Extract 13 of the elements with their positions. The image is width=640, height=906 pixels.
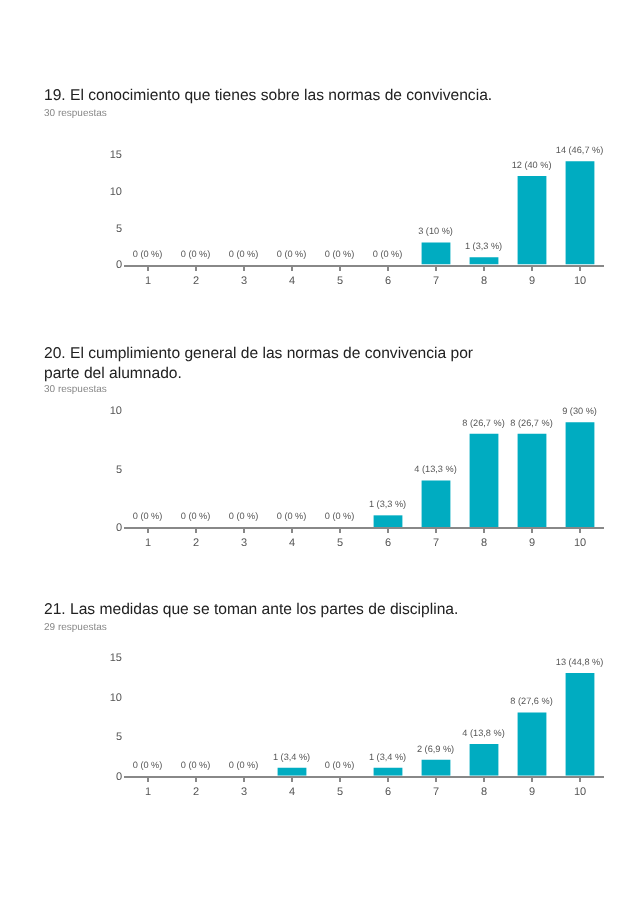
bar — [421, 480, 451, 527]
bar — [421, 242, 451, 265]
bar — [373, 515, 403, 527]
bar — [517, 176, 547, 265]
bar — [469, 257, 499, 265]
bar — [517, 712, 547, 776]
bar — [469, 744, 499, 776]
bar — [565, 161, 595, 265]
bar — [517, 433, 547, 527]
bar — [421, 759, 451, 776]
bar — [469, 433, 499, 527]
bar — [565, 673, 595, 776]
bar — [565, 422, 595, 527]
